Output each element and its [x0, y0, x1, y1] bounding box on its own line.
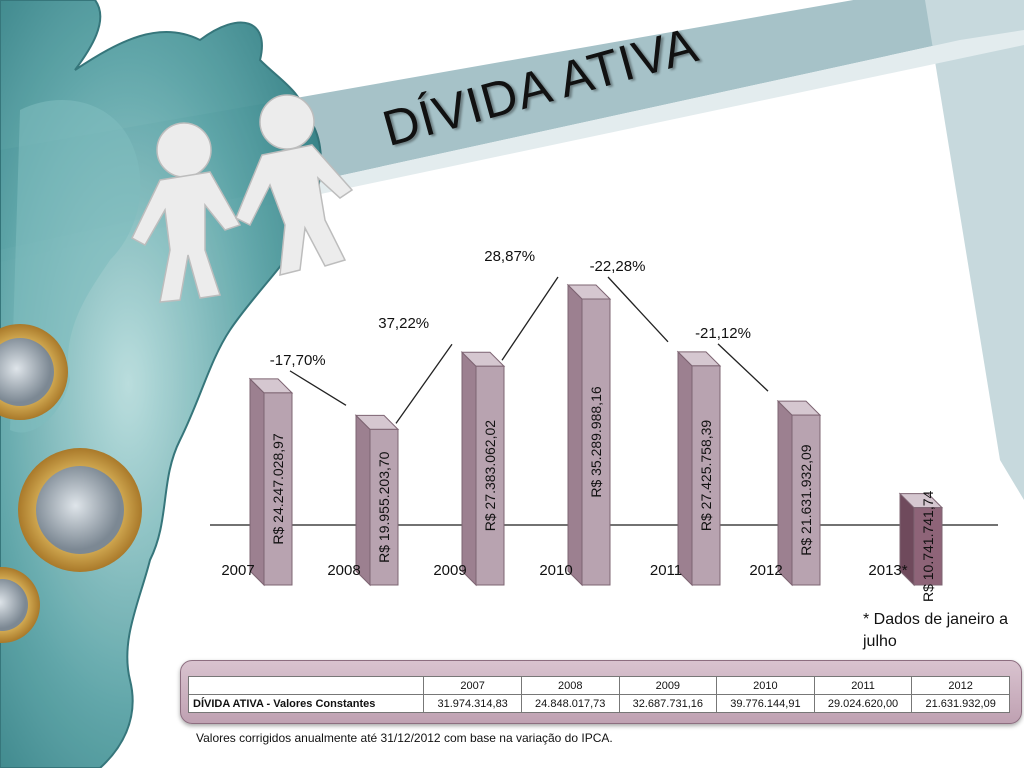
- bar: [776, 399, 822, 587]
- category-label: 2007: [221, 562, 254, 579]
- coin-icon: [0, 324, 142, 643]
- bar-value-label: R$ 27.383.062,02: [482, 420, 498, 532]
- category-label: 2011: [650, 562, 682, 579]
- change-arrow: [607, 276, 669, 343]
- table-header: 2012: [911, 676, 1010, 695]
- bar-front: [691, 365, 721, 586]
- bar: [354, 414, 400, 587]
- table-header: 2010: [716, 676, 815, 695]
- table-cell: 31.974.314,83: [423, 694, 522, 713]
- values-table: 2007 2008 2009 2010 2011 2012 DÍVIDA ATI…: [187, 676, 1010, 713]
- table-cell: 39.776.144,91: [716, 694, 815, 713]
- bar-value-label: R$ 35.289.988,16: [588, 386, 604, 498]
- bar-side: [355, 414, 371, 587]
- table-corner: [187, 676, 425, 695]
- change-label: -21,12%: [695, 325, 751, 342]
- bar-front: [263, 392, 293, 586]
- change-arrow: [501, 276, 559, 361]
- table-row: DÍVIDA ATIVA - Valores Constantes 31.974…: [187, 694, 1010, 713]
- footnote: Valores corrigidos anualmente até 31/12/…: [196, 731, 613, 745]
- bar-front: [791, 414, 821, 586]
- bar-value-label: R$ 21.631.932,09: [798, 444, 814, 556]
- category-label: 2013*: [868, 562, 907, 579]
- table-cell: 29.024.620,00: [813, 694, 913, 713]
- bar-value-label: R$ 19.955.203,70: [376, 451, 392, 563]
- category-label: 2012: [749, 562, 782, 579]
- bar-front: [369, 428, 399, 586]
- bar-value-label: R$ 24.247.028,97: [270, 433, 286, 545]
- table-row-label: DÍVIDA ATIVA - Valores Constantes: [187, 694, 425, 713]
- bar-value-label: R$ 27.425.758,39: [698, 420, 714, 532]
- change-arrow: [717, 343, 769, 392]
- bar: [898, 492, 944, 587]
- note: * Dados de janeiro a julho: [863, 611, 1008, 650]
- table-cell: 32.687.731,16: [618, 694, 718, 713]
- category-label: 2008: [327, 562, 360, 579]
- bar-value-label: R$ 10.741.741,74: [920, 490, 936, 602]
- change-label: 28,87%: [484, 248, 535, 265]
- bar-side: [677, 350, 693, 587]
- bar-front: [475, 365, 505, 586]
- paper-people-icon: [131, 94, 354, 303]
- bar: [566, 283, 612, 587]
- table-cell: 24.848.017,73: [520, 694, 620, 713]
- bar-side: [249, 377, 265, 587]
- bar-front: [581, 298, 611, 586]
- change-label: -22,28%: [590, 258, 646, 275]
- category-label: 2010: [539, 562, 572, 579]
- bar-side: [777, 399, 793, 587]
- change-label: 37,22%: [378, 315, 429, 332]
- bar: [248, 377, 294, 587]
- table-header: 2008: [520, 676, 620, 695]
- change-arrow: [395, 343, 453, 424]
- bar-front: [913, 507, 943, 586]
- diagonal-band-right: [925, 0, 1024, 500]
- table-header-row: 2007 2008 2009 2010 2011 2012: [187, 676, 1010, 695]
- category-label: 2009: [433, 562, 466, 579]
- table-header: 2009: [618, 676, 718, 695]
- bar-side: [567, 283, 583, 587]
- change-label: -17,70%: [270, 352, 326, 369]
- bar: [676, 350, 722, 587]
- change-arrow: [289, 370, 347, 406]
- bar: [460, 351, 506, 587]
- bar-side: [461, 351, 477, 587]
- table-header: 2007: [423, 676, 522, 695]
- table-header: 2011: [813, 676, 913, 695]
- table-cell: 21.631.932,09: [911, 694, 1010, 713]
